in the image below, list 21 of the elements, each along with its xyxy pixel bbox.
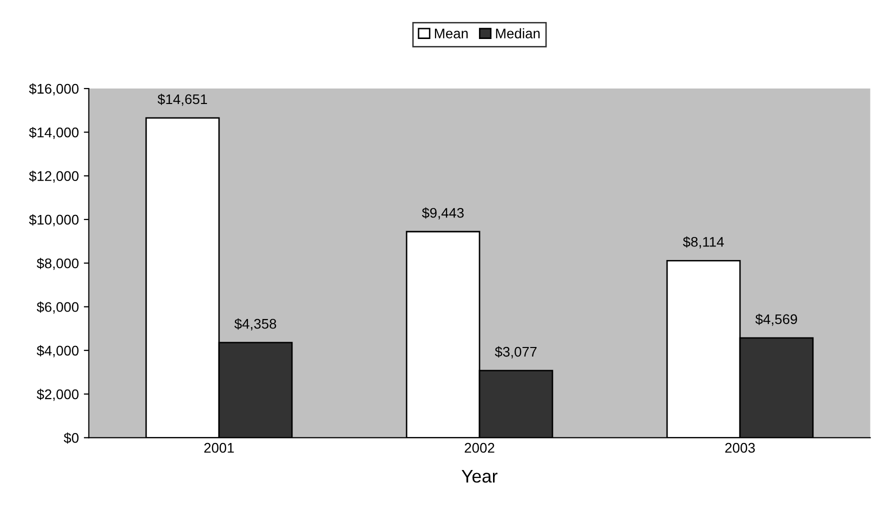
y-tick-label: $2,000 — [36, 388, 79, 401]
y-tick-label: $12,000 — [29, 170, 79, 183]
y-tick-label: $10,000 — [29, 214, 79, 226]
legend-label: Median — [496, 28, 540, 38]
x-tick-label: 2001 — [204, 442, 234, 453]
data-label: $3,077 — [494, 346, 537, 358]
y-tick-label: $8,000 — [36, 258, 79, 270]
x-tick-label: 2003 — [725, 442, 755, 453]
data-label: $4,358 — [234, 318, 276, 330]
x-axis-title: Year — [462, 470, 498, 483]
y-tick-label: $14,000 — [29, 126, 79, 139]
data-label: $14,651 — [158, 94, 207, 106]
legend-label: Mean — [434, 28, 468, 38]
y-tick-label: $6,000 — [36, 302, 79, 314]
y-tick-label: $0 — [64, 432, 79, 444]
data-label: $9,443 — [422, 207, 464, 220]
x-tick-label: 2002 — [464, 442, 494, 453]
y-tick-label: $4,000 — [36, 345, 79, 358]
data-label: $4,569 — [755, 314, 798, 326]
data-label: $8,114 — [682, 236, 724, 248]
y-tick-label: $16,000 — [29, 83, 79, 96]
